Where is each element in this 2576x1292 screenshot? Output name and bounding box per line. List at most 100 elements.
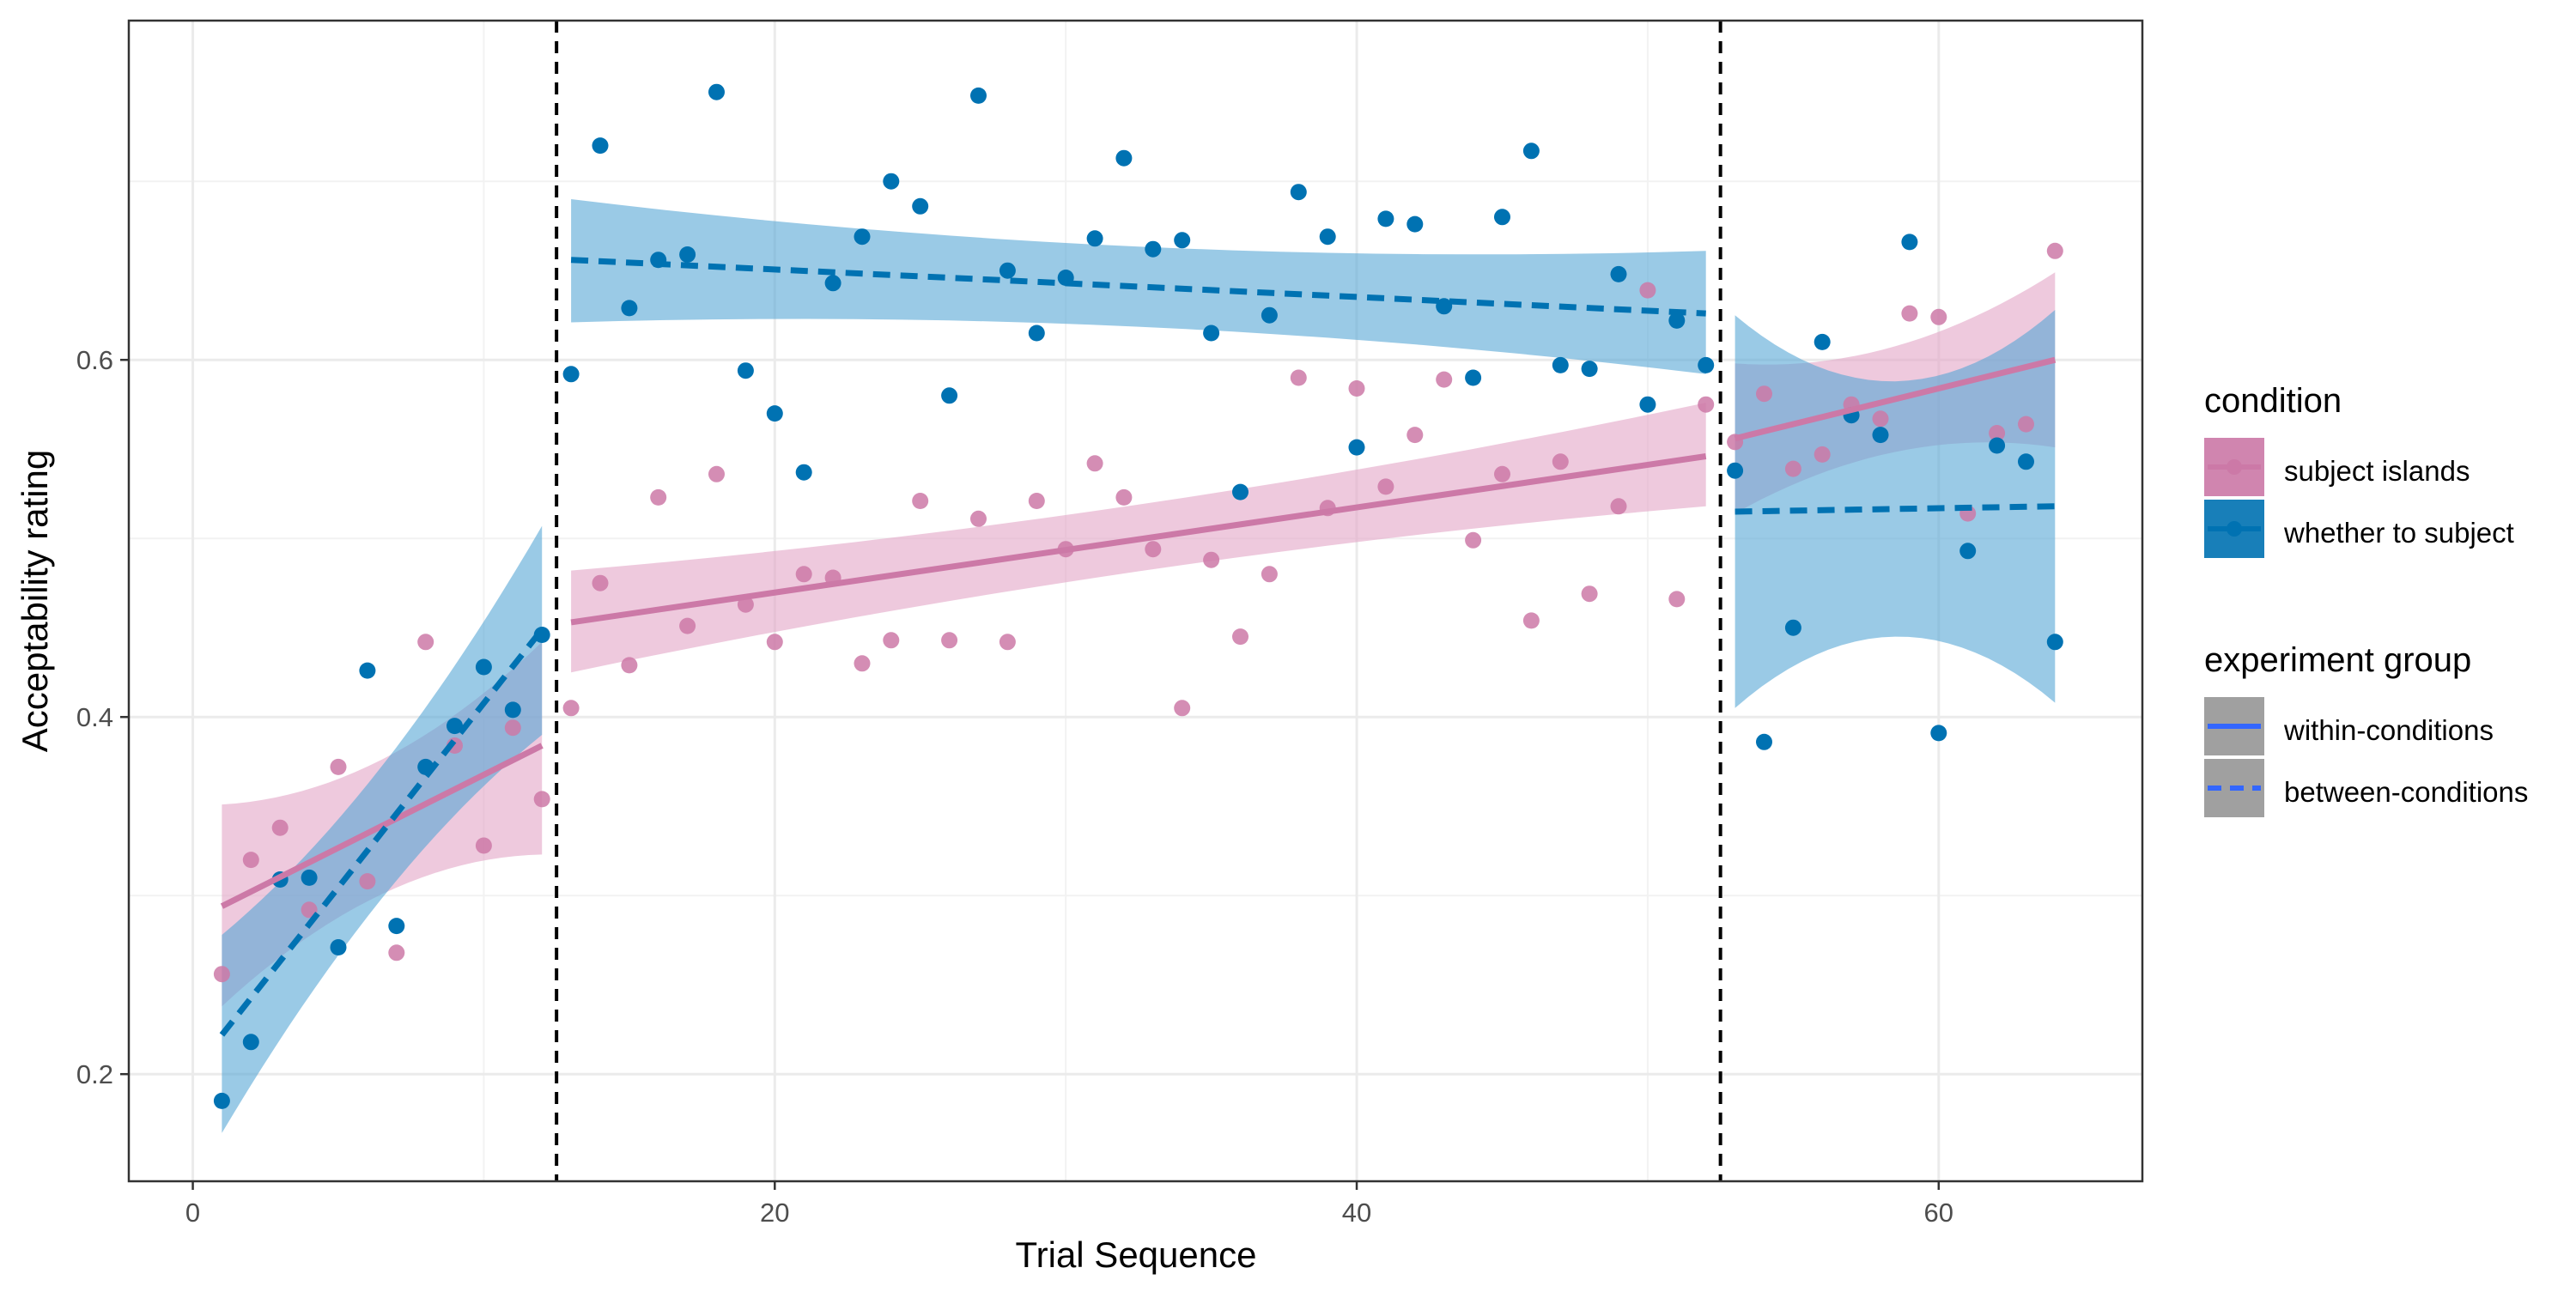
- point-whether-to-subject: [1494, 209, 1510, 226]
- y-axis-title: Acceptability rating: [15, 450, 55, 753]
- point-whether-to-subject: [213, 1092, 230, 1109]
- plot-panel: 0 20 40 60 0.2 0.4 0.6: [76, 19, 2144, 1228]
- point-whether-to-subject: [1581, 361, 1598, 378]
- point-whether-to-subject: [330, 939, 347, 955]
- point-subject-islands: [795, 566, 812, 583]
- point-subject-islands: [1494, 465, 1510, 482]
- point-subject-islands: [1203, 551, 1220, 568]
- point-subject-islands: [533, 791, 550, 808]
- point-subject-islands: [1145, 541, 1162, 558]
- point-whether-to-subject: [1174, 232, 1191, 249]
- legend-label-whether-to-subject: whether to subject: [2283, 517, 2514, 549]
- point-subject-islands: [650, 488, 667, 506]
- point-subject-islands: [1872, 410, 1889, 428]
- point-whether-to-subject: [447, 718, 463, 735]
- point-subject-islands: [1290, 369, 1307, 386]
- legend-title-condition: condition: [2204, 382, 2342, 420]
- point-whether-to-subject: [1522, 143, 1540, 160]
- point-whether-to-subject: [1901, 234, 1918, 251]
- point-whether-to-subject: [1203, 325, 1220, 342]
- y-tick-label: 0.2: [76, 1059, 113, 1089]
- point-whether-to-subject: [388, 918, 405, 935]
- point-whether-to-subject: [242, 1034, 259, 1051]
- point-subject-islands: [1406, 427, 1424, 444]
- point-subject-islands: [2046, 242, 2063, 259]
- point-subject-islands: [1901, 305, 1918, 322]
- point-whether-to-subject: [1872, 427, 1889, 444]
- point-subject-islands: [970, 510, 987, 527]
- point-subject-islands: [1348, 380, 1365, 397]
- point-whether-to-subject: [970, 87, 987, 104]
- point-subject-islands: [242, 852, 259, 869]
- point-subject-islands: [1377, 478, 1394, 495]
- point-whether-to-subject: [1639, 396, 1656, 413]
- point-subject-islands: [388, 944, 405, 961]
- x-tick-label: 60: [1924, 1198, 1953, 1228]
- point-subject-islands: [1930, 308, 1947, 325]
- point-whether-to-subject: [912, 197, 929, 215]
- point-whether-to-subject: [475, 658, 492, 676]
- fit-line-subject-islands-2: [570, 453, 1707, 626]
- point-whether-to-subject: [679, 246, 696, 263]
- point-subject-islands: [766, 634, 783, 651]
- point-whether-to-subject: [999, 262, 1016, 279]
- legend-title-experiment-group: experiment group: [2204, 641, 2471, 679]
- point-whether-to-subject: [2018, 453, 2034, 470]
- point-whether-to-subject: [1465, 369, 1482, 386]
- point-whether-to-subject: [621, 300, 638, 317]
- point-whether-to-subject: [1348, 439, 1365, 456]
- point-whether-to-subject: [737, 362, 754, 379]
- point-subject-islands: [475, 837, 492, 854]
- fit-line-whether-to-subject-2: [570, 257, 1706, 317]
- point-whether-to-subject: [795, 464, 812, 481]
- fit-line-subject-islands-1: [220, 743, 544, 909]
- legend-label-within-conditions: within-conditions: [2283, 714, 2494, 746]
- point-subject-islands: [1552, 453, 1569, 470]
- point-subject-islands: [1989, 425, 2006, 441]
- y-tick-label: 0.6: [76, 345, 113, 375]
- legend-label-subject-islands: subject islands: [2284, 455, 2470, 487]
- point-whether-to-subject: [1377, 210, 1394, 227]
- point-subject-islands: [1756, 385, 1772, 403]
- point-whether-to-subject: [359, 662, 376, 679]
- point-whether-to-subject: [854, 228, 871, 246]
- point-whether-to-subject: [1814, 333, 1831, 350]
- point-whether-to-subject: [1232, 483, 1249, 500]
- point-whether-to-subject: [766, 405, 783, 422]
- point-whether-to-subject: [1727, 462, 1744, 479]
- point-whether-to-subject: [592, 137, 609, 155]
- point-subject-islands: [1784, 460, 1801, 477]
- point-subject-islands: [1581, 585, 1598, 603]
- x-tick-label: 20: [760, 1198, 789, 1228]
- point-whether-to-subject: [708, 83, 725, 100]
- point-whether-to-subject: [941, 387, 958, 404]
- point-whether-to-subject: [1989, 437, 2006, 454]
- point-whether-to-subject: [1930, 725, 1947, 742]
- point-subject-islands: [1522, 612, 1540, 629]
- point-subject-islands: [562, 700, 580, 717]
- point-subject-islands: [999, 634, 1016, 651]
- point-subject-islands: [1028, 493, 1045, 509]
- point-whether-to-subject: [1028, 325, 1045, 342]
- point-whether-to-subject: [1552, 356, 1569, 373]
- point-subject-islands: [737, 596, 754, 613]
- legend-label-between-conditions: between-conditions: [2284, 776, 2528, 808]
- ribbon-whether-to-subject-3: [1735, 310, 2056, 708]
- point-subject-islands: [708, 465, 725, 482]
- point-subject-islands: [1436, 371, 1453, 388]
- point-whether-to-subject: [2046, 634, 2063, 651]
- panel-border: [127, 19, 2144, 1183]
- fit-line-whether-to-subject-1: [219, 628, 544, 1037]
- point-subject-islands: [1698, 396, 1715, 413]
- point-subject-islands: [1814, 446, 1831, 463]
- point-whether-to-subject: [883, 173, 900, 190]
- point-subject-islands: [417, 634, 434, 651]
- legend-point-subject-islands: [2227, 459, 2242, 475]
- point-subject-islands: [679, 617, 696, 634]
- point-subject-islands: [1086, 455, 1103, 472]
- fit-line-subject-islands-3: [1734, 356, 2057, 442]
- point-subject-islands: [1232, 628, 1249, 646]
- point-whether-to-subject: [1319, 228, 1336, 246]
- point-whether-to-subject: [1698, 356, 1715, 373]
